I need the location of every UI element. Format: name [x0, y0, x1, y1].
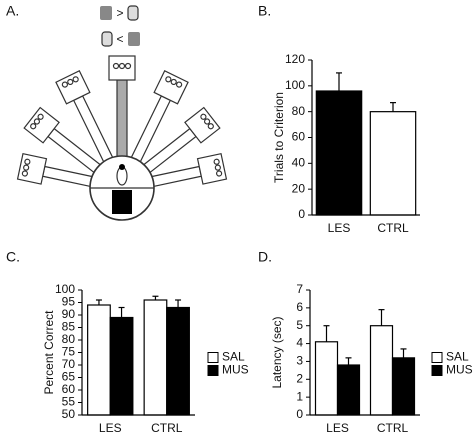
legend-label: SAL	[222, 350, 245, 364]
symbol: <	[116, 32, 123, 46]
y-tick-label: 65	[62, 370, 76, 384]
legend-swatch	[207, 365, 219, 376]
y-tick-label: 100	[285, 78, 305, 92]
y-tick-label: 60	[292, 130, 306, 144]
x-tick-label: LES	[328, 221, 351, 235]
x-tick-label: LES	[99, 421, 122, 434]
bar	[369, 325, 394, 416]
y-tick-label: 95	[62, 295, 76, 309]
bar	[314, 341, 339, 416]
legend-swatch	[431, 365, 443, 376]
legend-swatch	[431, 352, 443, 363]
y-tick-label: 70	[62, 357, 76, 371]
panel-label: A.	[6, 3, 19, 19]
y-tick-label: 85	[62, 320, 76, 334]
panel-label: C.	[6, 249, 20, 265]
x-tick-label: CTRL	[377, 421, 409, 434]
symbol: >	[116, 6, 123, 20]
y-axis-label: Trials to Criterion	[272, 92, 286, 183]
bar	[166, 306, 190, 416]
bar	[143, 299, 168, 416]
y-axis-label: Latency (sec)	[270, 316, 284, 388]
panel-label: B.	[258, 3, 271, 19]
maze-diagram: A. > <	[6, 3, 228, 221]
y-tick-label: 55	[62, 395, 76, 409]
y-tick-label: 2	[296, 371, 303, 385]
y-tick-label: 60	[62, 382, 76, 396]
bar	[336, 364, 361, 416]
x-tick-label: CTRL	[151, 421, 183, 434]
x-tick-label: CTRL	[377, 221, 409, 235]
legend-label: MUS	[446, 363, 473, 377]
y-tick-label: 4	[296, 336, 303, 350]
legend-label: SAL	[446, 350, 469, 364]
y-tick-label: 75	[62, 345, 76, 359]
bar	[369, 111, 417, 216]
y-tick-label: 20	[292, 181, 306, 195]
y-tick-label: 1	[296, 389, 303, 403]
y-tick-label: 7	[296, 282, 303, 296]
y-axis-label: Percent Correct	[42, 310, 56, 395]
legend-label: MUS	[222, 363, 249, 377]
panel-label: D.	[258, 249, 272, 265]
y-tick-label: 5	[296, 318, 303, 332]
y-tick-label: 0	[296, 407, 303, 421]
y-tick-label: 90	[62, 307, 76, 321]
bar	[315, 90, 363, 216]
legend-swatch	[207, 352, 219, 363]
y-tick-label: 120	[285, 52, 305, 66]
y-tick-label: 80	[62, 332, 76, 346]
y-tick-label: 3	[296, 354, 303, 368]
y-tick-label: 80	[292, 104, 306, 118]
bar	[391, 357, 416, 416]
y-tick-label: 100	[55, 282, 75, 296]
bar	[87, 304, 111, 416]
y-tick-label: 40	[292, 156, 306, 170]
x-tick-label: LES	[326, 421, 349, 434]
y-tick-label: 0	[298, 207, 305, 221]
bar	[109, 316, 134, 416]
y-tick-label: 6	[296, 300, 303, 314]
y-tick-label: 50	[62, 407, 76, 421]
